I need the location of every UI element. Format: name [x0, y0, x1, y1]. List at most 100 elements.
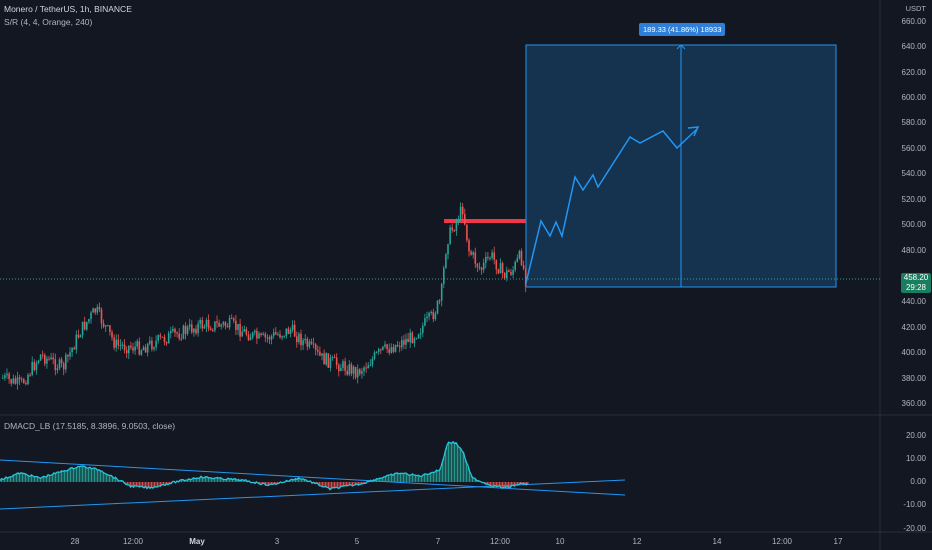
- candle: [514, 261, 516, 271]
- candle: [182, 325, 185, 339]
- candle: [8, 373, 10, 380]
- candle: [390, 347, 393, 353]
- candle: [65, 354, 67, 370]
- candle: [480, 267, 483, 270]
- candle: [342, 361, 344, 368]
- candle: [434, 313, 437, 320]
- time-tick: 5: [354, 537, 360, 546]
- time-tick: 14: [712, 537, 722, 546]
- candle: [518, 250, 521, 259]
- candle: [237, 323, 239, 330]
- price-tick: 440.00: [901, 297, 926, 306]
- candle: [455, 220, 458, 231]
- candle: [86, 321, 88, 330]
- candle: [482, 262, 485, 270]
- macd-tick: -20.00: [903, 524, 926, 533]
- candle: [113, 337, 115, 348]
- candle: [94, 308, 96, 313]
- symbol-title[interactable]: Monero / TetherUS, 1h, BINANCE: [4, 4, 132, 14]
- candle: [348, 364, 351, 375]
- candle: [29, 374, 31, 376]
- candle: [424, 318, 426, 326]
- candle: [510, 271, 512, 275]
- candle: [266, 337, 269, 339]
- candle: [167, 333, 170, 344]
- candle: [58, 359, 61, 369]
- indicator-label-sr[interactable]: S/R (4, 4, Orange, 240): [4, 17, 93, 27]
- projection-arrowhead: [687, 126, 700, 137]
- macd-signal-line: [0, 440, 529, 491]
- macd-tick: 0.00: [910, 477, 926, 486]
- candle: [155, 340, 157, 348]
- time-tick: 10: [555, 537, 565, 546]
- candle: [121, 344, 124, 346]
- time-tick: 12:00: [489, 537, 511, 546]
- candle: [354, 366, 357, 378]
- candle: [289, 330, 292, 334]
- candle: [497, 269, 500, 274]
- time-tick: 12: [632, 537, 642, 546]
- current-price-tag: 458.20 29:28: [901, 273, 931, 293]
- time-tick: 3: [274, 537, 280, 546]
- candle: [214, 321, 216, 331]
- candle: [69, 352, 71, 357]
- candle: [346, 370, 348, 375]
- candle: [417, 334, 420, 339]
- candle: [163, 337, 166, 342]
- time-tick: 17: [833, 537, 843, 546]
- candle: [191, 324, 193, 333]
- candle: [27, 374, 29, 385]
- candle: [31, 362, 33, 375]
- price-tick: 580.00: [901, 118, 926, 127]
- candle: [440, 284, 443, 301]
- candle: [491, 252, 493, 258]
- candle: [306, 338, 309, 347]
- candle: [317, 349, 319, 352]
- candle: [67, 354, 69, 357]
- candle: [258, 333, 260, 339]
- candle: [50, 357, 52, 360]
- candle: [212, 330, 214, 332]
- candle: [159, 335, 162, 337]
- candle: [125, 350, 128, 354]
- candle: [165, 341, 168, 344]
- candle: [56, 368, 59, 371]
- candle: [493, 252, 495, 260]
- candle: [149, 340, 151, 344]
- candle: [428, 312, 430, 317]
- candle: [503, 272, 506, 279]
- candle: [396, 344, 399, 347]
- price-tick: 500.00: [901, 220, 926, 229]
- candle: [119, 344, 122, 346]
- candle: [438, 300, 441, 302]
- candle: [350, 364, 353, 374]
- candle: [436, 300, 439, 314]
- candle: [461, 206, 464, 215]
- candle: [16, 377, 19, 384]
- candle: [419, 332, 422, 335]
- candle: [176, 332, 178, 334]
- candle: [117, 339, 120, 346]
- candle: [338, 364, 340, 372]
- price-tick: 620.00: [901, 68, 926, 77]
- candle: [174, 328, 176, 333]
- candle: [474, 252, 477, 264]
- candle: [83, 321, 86, 330]
- candle: [203, 326, 206, 329]
- candle: [298, 333, 300, 343]
- candle: [71, 347, 73, 353]
- indicator-label-macd[interactable]: DMACD_LB (17.5185, 8.3896, 9.0503, close…: [4, 421, 176, 431]
- macd-tick: 20.00: [905, 431, 926, 440]
- candle: [2, 377, 4, 379]
- candle: [352, 366, 355, 374]
- trendline-up: [0, 479, 626, 510]
- candle: [184, 325, 187, 334]
- candle: [180, 338, 183, 340]
- candle: [392, 347, 395, 352]
- candle: [18, 377, 21, 380]
- candle: [401, 340, 403, 348]
- price-tick: 520.00: [901, 195, 926, 204]
- candle: [489, 257, 491, 259]
- candle: [144, 347, 147, 353]
